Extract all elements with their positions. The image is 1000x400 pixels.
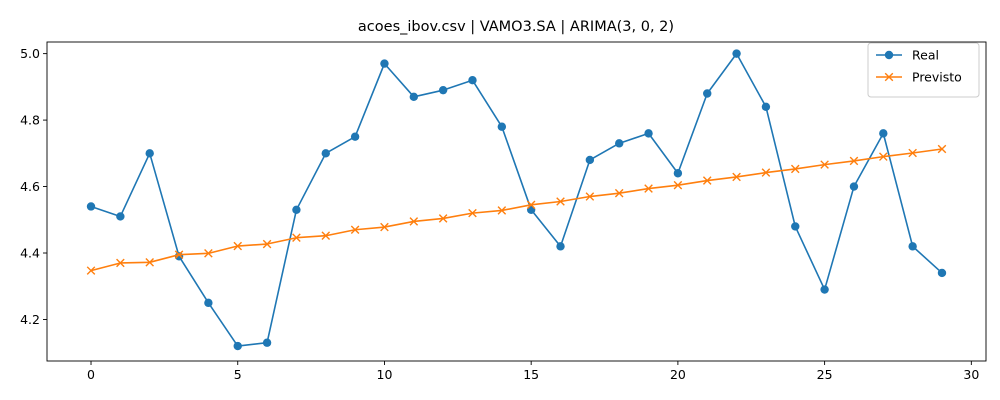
data-point-previsto [761,168,771,177]
data-point-real [761,102,771,111]
legend-label: Previsto [912,70,962,85]
data-point-previsto [438,214,448,223]
data-point-previsto [116,258,125,268]
legend-marker [884,50,894,60]
data-point-previsto [468,208,477,218]
data-point-previsto [820,160,829,169]
data-point-real [350,132,360,141]
data-point-previsto [380,222,389,232]
data-point-real [849,182,859,191]
y-tick-label: 4.2 [20,312,40,327]
data-point-real [174,252,184,261]
data-point-real [497,122,507,131]
axes-frame [46,41,987,362]
data-point-real [145,149,154,158]
data-point-real [585,155,595,165]
data-point-real [615,139,624,148]
data-point-real [438,85,448,95]
data-point-previsto [673,180,683,190]
data-point-previsto [497,206,507,215]
data-point-previsto [233,241,243,251]
legend-item-real: Real [876,48,939,63]
data-point-real [937,268,947,278]
y-tick-label: 4.8 [20,113,40,128]
x-tick-label: 25 [817,367,833,382]
data-point-previsto [556,197,565,206]
series-real [86,49,947,351]
data-point-previsto [614,188,624,198]
x-tick-label: 20 [670,367,686,382]
legend-marker [884,72,894,82]
data-point-real [409,92,418,102]
data-point-real [468,76,477,85]
y-tick-label: 4.4 [20,246,40,261]
data-point-previsto [790,164,800,174]
data-point-previsto [937,144,947,154]
plot-area [86,49,947,351]
axes: 0 5 10 15 20 25 30 4.2 4.4 4.6 4.8 5.0 [20,41,987,382]
legend-item-previsto: Previsto [876,70,962,85]
legend-label: Real [912,48,939,63]
data-point-previsto [262,239,272,249]
data-point-real [380,59,389,68]
data-point-previsto [409,217,419,226]
data-point-previsto [292,233,301,243]
data-point-real [321,149,330,158]
chart-title: acoes_ibov.csv | VAMO3.SA | ARIMA(3, 0, … [358,19,674,35]
series-line-previsto [90,148,943,272]
legend: Real Previsto [867,42,980,98]
data-point-previsto [702,176,712,185]
data-point-previsto [321,231,331,241]
data-point-previsto [350,225,360,235]
series-previsto [86,144,947,275]
data-point-previsto [908,148,917,158]
data-point-previsto [879,152,888,161]
data-point-real [908,242,917,251]
data-point-real [791,222,800,231]
data-point-previsto [644,184,653,193]
data-point-previsto [204,249,213,258]
data-point-real [879,129,888,138]
data-point-real [673,169,683,178]
data-point-real [292,205,301,215]
x-tick-label: 30 [963,367,979,382]
data-point-real [262,338,272,347]
data-point-previsto [732,172,741,182]
data-point-previsto [145,258,154,267]
y-tick-label: 5.0 [20,46,40,61]
y-tick-label: 4.6 [20,179,40,194]
data-point-real [732,49,741,58]
x-tick-label: 10 [377,367,393,382]
data-point-real [116,212,125,221]
series-line-real [90,52,943,347]
data-point-previsto [86,266,96,275]
data-point-real [86,202,96,211]
data-point-previsto [174,250,184,259]
data-point-real [820,285,829,294]
data-point-previsto [849,156,859,166]
x-tick-label: 5 [234,367,242,382]
data-point-real [644,129,653,138]
data-point-real [233,341,242,351]
data-point-previsto [526,200,536,210]
data-point-real [703,89,712,98]
data-point-real [556,242,565,251]
data-point-real [204,298,213,308]
x-tick-label: 0 [87,367,95,382]
legend-box [867,42,980,98]
x-tick-label: 15 [523,367,539,382]
data-point-previsto [585,192,595,201]
